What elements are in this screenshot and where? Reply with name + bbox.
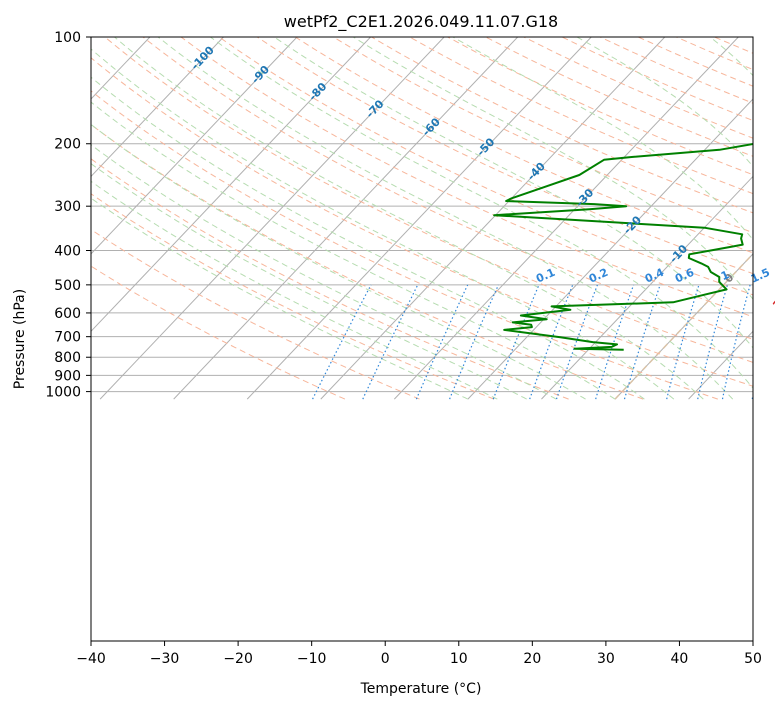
moist-adiabat-line	[353, 37, 753, 300]
isotherm-line	[99, 37, 445, 400]
moist-adiabat-line	[91, 163, 527, 400]
dry-adiabat-line	[676, 37, 753, 71]
x-tick-label: 40	[671, 651, 689, 667]
mixing-ratio-line	[623, 284, 661, 400]
dry-adiabat-line	[637, 37, 753, 87]
y-tick-label: 600	[54, 306, 81, 322]
dry-adiabat-line	[218, 37, 753, 296]
dry-adiabat-line	[180, 37, 753, 318]
isotherm-line	[173, 37, 519, 400]
dry-adiabat-line	[91, 228, 420, 400]
dry-adiabat-line	[523, 37, 753, 139]
mixing-ratio-line	[697, 284, 728, 400]
y-tick-label: 1000	[45, 385, 81, 401]
y-tick-label: 400	[54, 243, 81, 259]
isotherm-line	[0, 37, 3, 399]
mixing-ratio-line	[415, 284, 469, 400]
mixing-ratio-line	[666, 284, 700, 400]
dry-adiabat-line	[371, 37, 753, 214]
moist-adiabat-line	[576, 37, 753, 168]
x-tick-label: 30	[597, 651, 615, 667]
isotherm-line	[91, 37, 151, 100]
isotherm-line	[393, 37, 739, 400]
y-tick-label: 700	[54, 330, 81, 346]
x-axis-label: Temperature (°C)	[360, 681, 482, 697]
moist-adiabat-line	[91, 197, 469, 400]
mixing-ratio-label: 0.4	[643, 266, 666, 286]
isotherm-label: 10	[770, 292, 775, 312]
isotherm-line	[91, 37, 371, 333]
dry-adiabat-line	[91, 265, 346, 400]
dry-adiabat-line	[91, 90, 718, 400]
mixing-ratio-line	[312, 284, 372, 400]
y-tick-label: 100	[54, 30, 81, 46]
dry-adiabat-line	[256, 37, 753, 275]
dry-adiabat-line	[91, 123, 644, 400]
chart-title: wetPf2_C2E1.2026.049.11.07.G18	[284, 12, 558, 32]
moist-adiabat-line	[157, 37, 734, 400]
x-tick-label: 50	[744, 651, 762, 667]
mixing-ratio-line	[595, 284, 635, 400]
y-axis-label: Pressure (hPa)	[12, 289, 28, 389]
mixing-ratio-line	[529, 284, 574, 400]
background-lines	[0, 37, 775, 400]
mixing-ratio-label: 0.1	[534, 266, 557, 286]
x-tick-label: −30	[150, 651, 180, 667]
moist-adiabat-line	[91, 144, 557, 400]
dry-adiabat-line	[104, 37, 753, 363]
dry-adiabat-line	[409, 37, 753, 195]
isotherm-line	[467, 98, 753, 400]
mixing-ratio-line	[492, 284, 540, 400]
isotherm-line	[320, 37, 666, 400]
axes: −40 −30 −20 −10 0 10 20 30 40 50 100 200 300 400 500 60…	[45, 30, 762, 667]
y-tick-label: 900	[54, 368, 81, 384]
x-tick-label: −10	[297, 651, 327, 667]
moist-adiabat-line	[91, 48, 675, 400]
data-lines	[493, 142, 753, 351]
moist-adiabat-line	[91, 101, 616, 400]
isotherm-line	[91, 37, 224, 178]
moist-adiabat-line	[273, 37, 753, 349]
x-tick-label: −40	[76, 651, 106, 667]
dry-adiabat-line	[599, 37, 753, 104]
line-annotations: -100-90-80-70-60-50-40-30-20-10010203040…	[188, 43, 775, 312]
x-tick-label: 10	[450, 651, 468, 667]
x-tick-label: 20	[523, 651, 541, 667]
x-tick-label: 0	[381, 651, 390, 667]
y-tick-label: 500	[54, 278, 81, 294]
moist-adiabat-line	[91, 123, 586, 400]
plot-frame	[90, 36, 754, 642]
dry-adiabat-line	[91, 158, 569, 400]
isotherm-line	[762, 37, 775, 399]
dry-adiabat-line	[333, 37, 753, 234]
x-tick-label: −20	[223, 651, 253, 667]
y-tick-label: 200	[54, 137, 81, 153]
moist-adiabat-line	[709, 37, 753, 77]
mixing-ratio-label: 1.5	[749, 266, 772, 286]
moist-adiabat-line	[91, 180, 498, 400]
dry-adiabat-line	[714, 37, 753, 54]
dewpoint-line	[493, 142, 753, 351]
dry-adiabat-line	[561, 37, 753, 122]
dry-adiabat-line	[752, 37, 753, 38]
moist-adiabat-line	[210, 37, 753, 389]
isotherm-line	[91, 37, 298, 255]
moist-adiabat-line	[91, 76, 645, 400]
y-tick-label: 800	[54, 350, 81, 366]
mixing-ratio-label: 0.2	[587, 266, 610, 286]
y-tick-label: 300	[54, 199, 81, 215]
isotherm-zero-line	[614, 252, 753, 400]
dry-adiabat-line	[91, 57, 753, 387]
mixing-ratio-line	[449, 284, 499, 400]
mixing-ratio-line	[721, 284, 751, 400]
mixing-ratio-label: 0.6	[673, 266, 696, 286]
isotherm-line	[541, 175, 753, 400]
isotherm-line	[246, 37, 592, 400]
